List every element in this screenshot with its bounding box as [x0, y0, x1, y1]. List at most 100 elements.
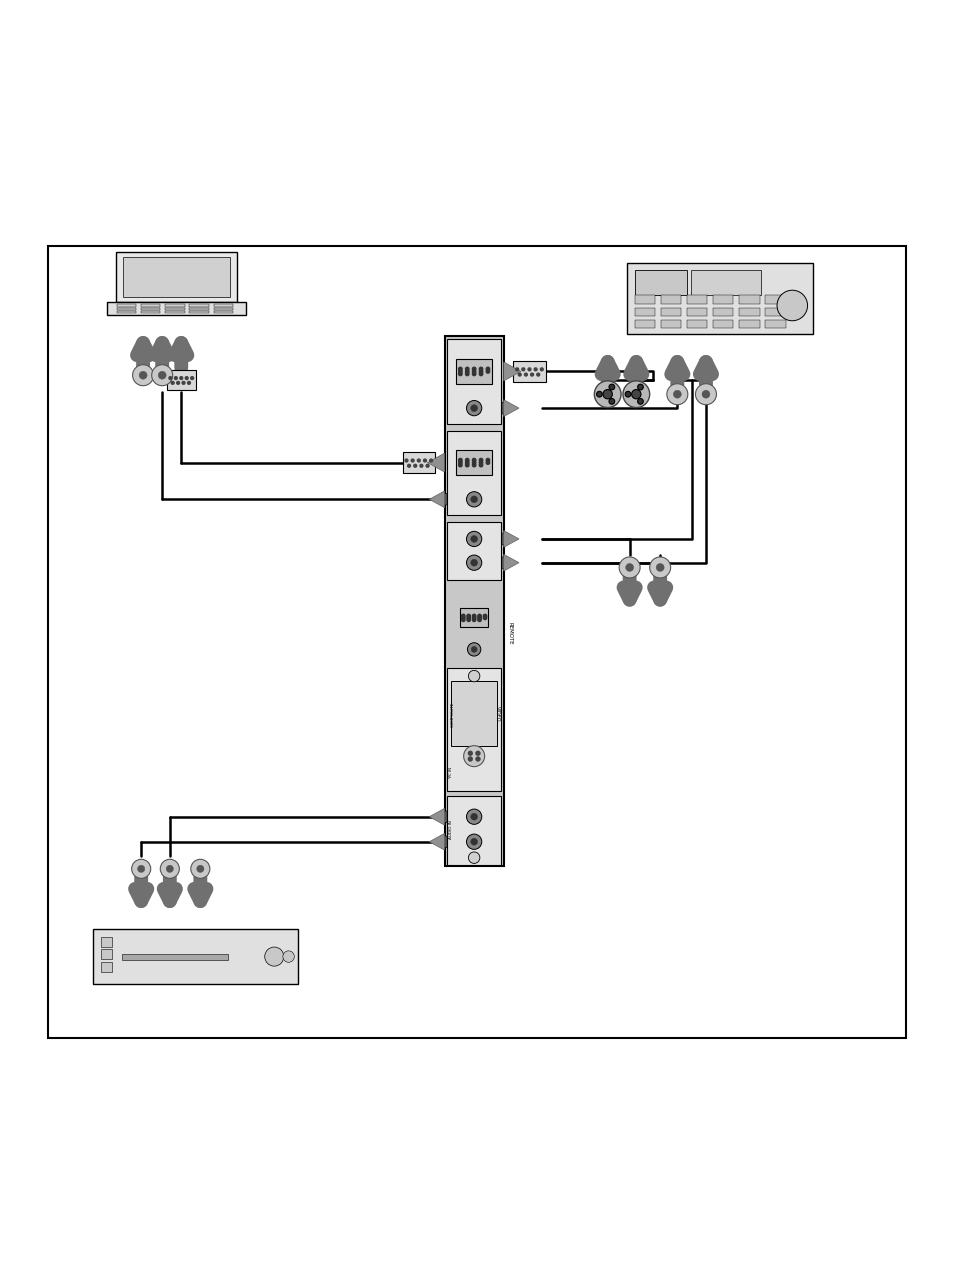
- Bar: [101, 962, 112, 972]
- Circle shape: [472, 464, 476, 466]
- Bar: [739, 320, 759, 329]
- Circle shape: [701, 390, 709, 399]
- Circle shape: [166, 865, 173, 873]
- Circle shape: [472, 617, 476, 619]
- Circle shape: [625, 563, 633, 572]
- Circle shape: [497, 534, 508, 545]
- Circle shape: [171, 381, 173, 385]
- Circle shape: [478, 459, 482, 462]
- Circle shape: [637, 399, 642, 404]
- Bar: [451, 682, 497, 747]
- Bar: [115, 252, 237, 302]
- Bar: [660, 296, 680, 304]
- Circle shape: [472, 369, 476, 373]
- Bar: [635, 320, 655, 329]
- Circle shape: [478, 461, 482, 464]
- Circle shape: [458, 369, 461, 373]
- Bar: [107, 302, 246, 315]
- Bar: [447, 339, 500, 424]
- Circle shape: [475, 750, 479, 755]
- Circle shape: [461, 618, 464, 622]
- Text: AUDIO IN: AUDIO IN: [449, 820, 453, 838]
- Polygon shape: [427, 454, 444, 473]
- Bar: [190, 311, 209, 313]
- Circle shape: [182, 381, 185, 385]
- Circle shape: [530, 373, 533, 376]
- Circle shape: [470, 535, 477, 543]
- Circle shape: [465, 367, 469, 371]
- Circle shape: [594, 381, 620, 408]
- Polygon shape: [503, 554, 518, 571]
- Circle shape: [537, 373, 539, 376]
- Circle shape: [478, 367, 482, 371]
- Circle shape: [497, 403, 508, 414]
- Bar: [123, 257, 230, 297]
- Bar: [690, 270, 760, 294]
- Circle shape: [416, 459, 419, 462]
- Circle shape: [470, 559, 477, 566]
- Bar: [116, 304, 136, 307]
- Bar: [635, 307, 655, 316]
- Circle shape: [463, 745, 484, 767]
- Bar: [739, 307, 759, 316]
- Circle shape: [466, 400, 481, 415]
- Bar: [660, 320, 680, 329]
- Circle shape: [539, 368, 542, 371]
- Circle shape: [467, 757, 472, 762]
- Bar: [165, 304, 185, 307]
- Circle shape: [470, 405, 477, 412]
- Circle shape: [472, 459, 476, 462]
- Bar: [660, 307, 680, 316]
- Bar: [402, 452, 435, 473]
- Bar: [513, 361, 545, 382]
- Bar: [167, 371, 195, 390]
- Circle shape: [470, 838, 477, 845]
- Circle shape: [470, 813, 477, 820]
- Circle shape: [472, 461, 476, 464]
- Circle shape: [137, 865, 145, 873]
- Circle shape: [465, 464, 469, 466]
- Circle shape: [602, 390, 612, 399]
- Bar: [686, 296, 707, 304]
- Bar: [712, 320, 733, 329]
- Circle shape: [423, 459, 426, 462]
- Bar: [764, 296, 784, 304]
- Bar: [48, 246, 905, 1038]
- Circle shape: [188, 381, 191, 385]
- Bar: [712, 296, 733, 304]
- Circle shape: [656, 563, 663, 572]
- Bar: [190, 304, 209, 307]
- Circle shape: [464, 719, 482, 738]
- Circle shape: [185, 377, 188, 380]
- Bar: [447, 522, 500, 580]
- Text: COMPOSITE: COMPOSITE: [450, 701, 454, 726]
- Circle shape: [439, 812, 451, 823]
- Bar: [101, 936, 112, 947]
- Circle shape: [464, 691, 482, 708]
- Circle shape: [458, 367, 461, 371]
- Circle shape: [517, 373, 520, 376]
- Circle shape: [472, 367, 476, 371]
- Circle shape: [466, 555, 481, 571]
- Circle shape: [405, 459, 408, 462]
- Bar: [447, 431, 500, 515]
- Circle shape: [477, 618, 480, 622]
- Circle shape: [466, 492, 481, 507]
- Circle shape: [468, 670, 479, 682]
- Circle shape: [465, 459, 469, 462]
- Circle shape: [478, 464, 482, 466]
- Text: VIDEO: VIDEO: [495, 706, 499, 721]
- Circle shape: [169, 377, 172, 380]
- Bar: [116, 311, 136, 313]
- Bar: [456, 450, 492, 475]
- Circle shape: [486, 369, 489, 373]
- Circle shape: [483, 614, 486, 618]
- Circle shape: [461, 617, 464, 619]
- Bar: [447, 796, 500, 865]
- Polygon shape: [429, 833, 444, 850]
- Circle shape: [673, 390, 680, 399]
- Circle shape: [776, 290, 806, 321]
- Circle shape: [486, 461, 489, 464]
- Circle shape: [528, 368, 531, 371]
- Bar: [122, 954, 228, 961]
